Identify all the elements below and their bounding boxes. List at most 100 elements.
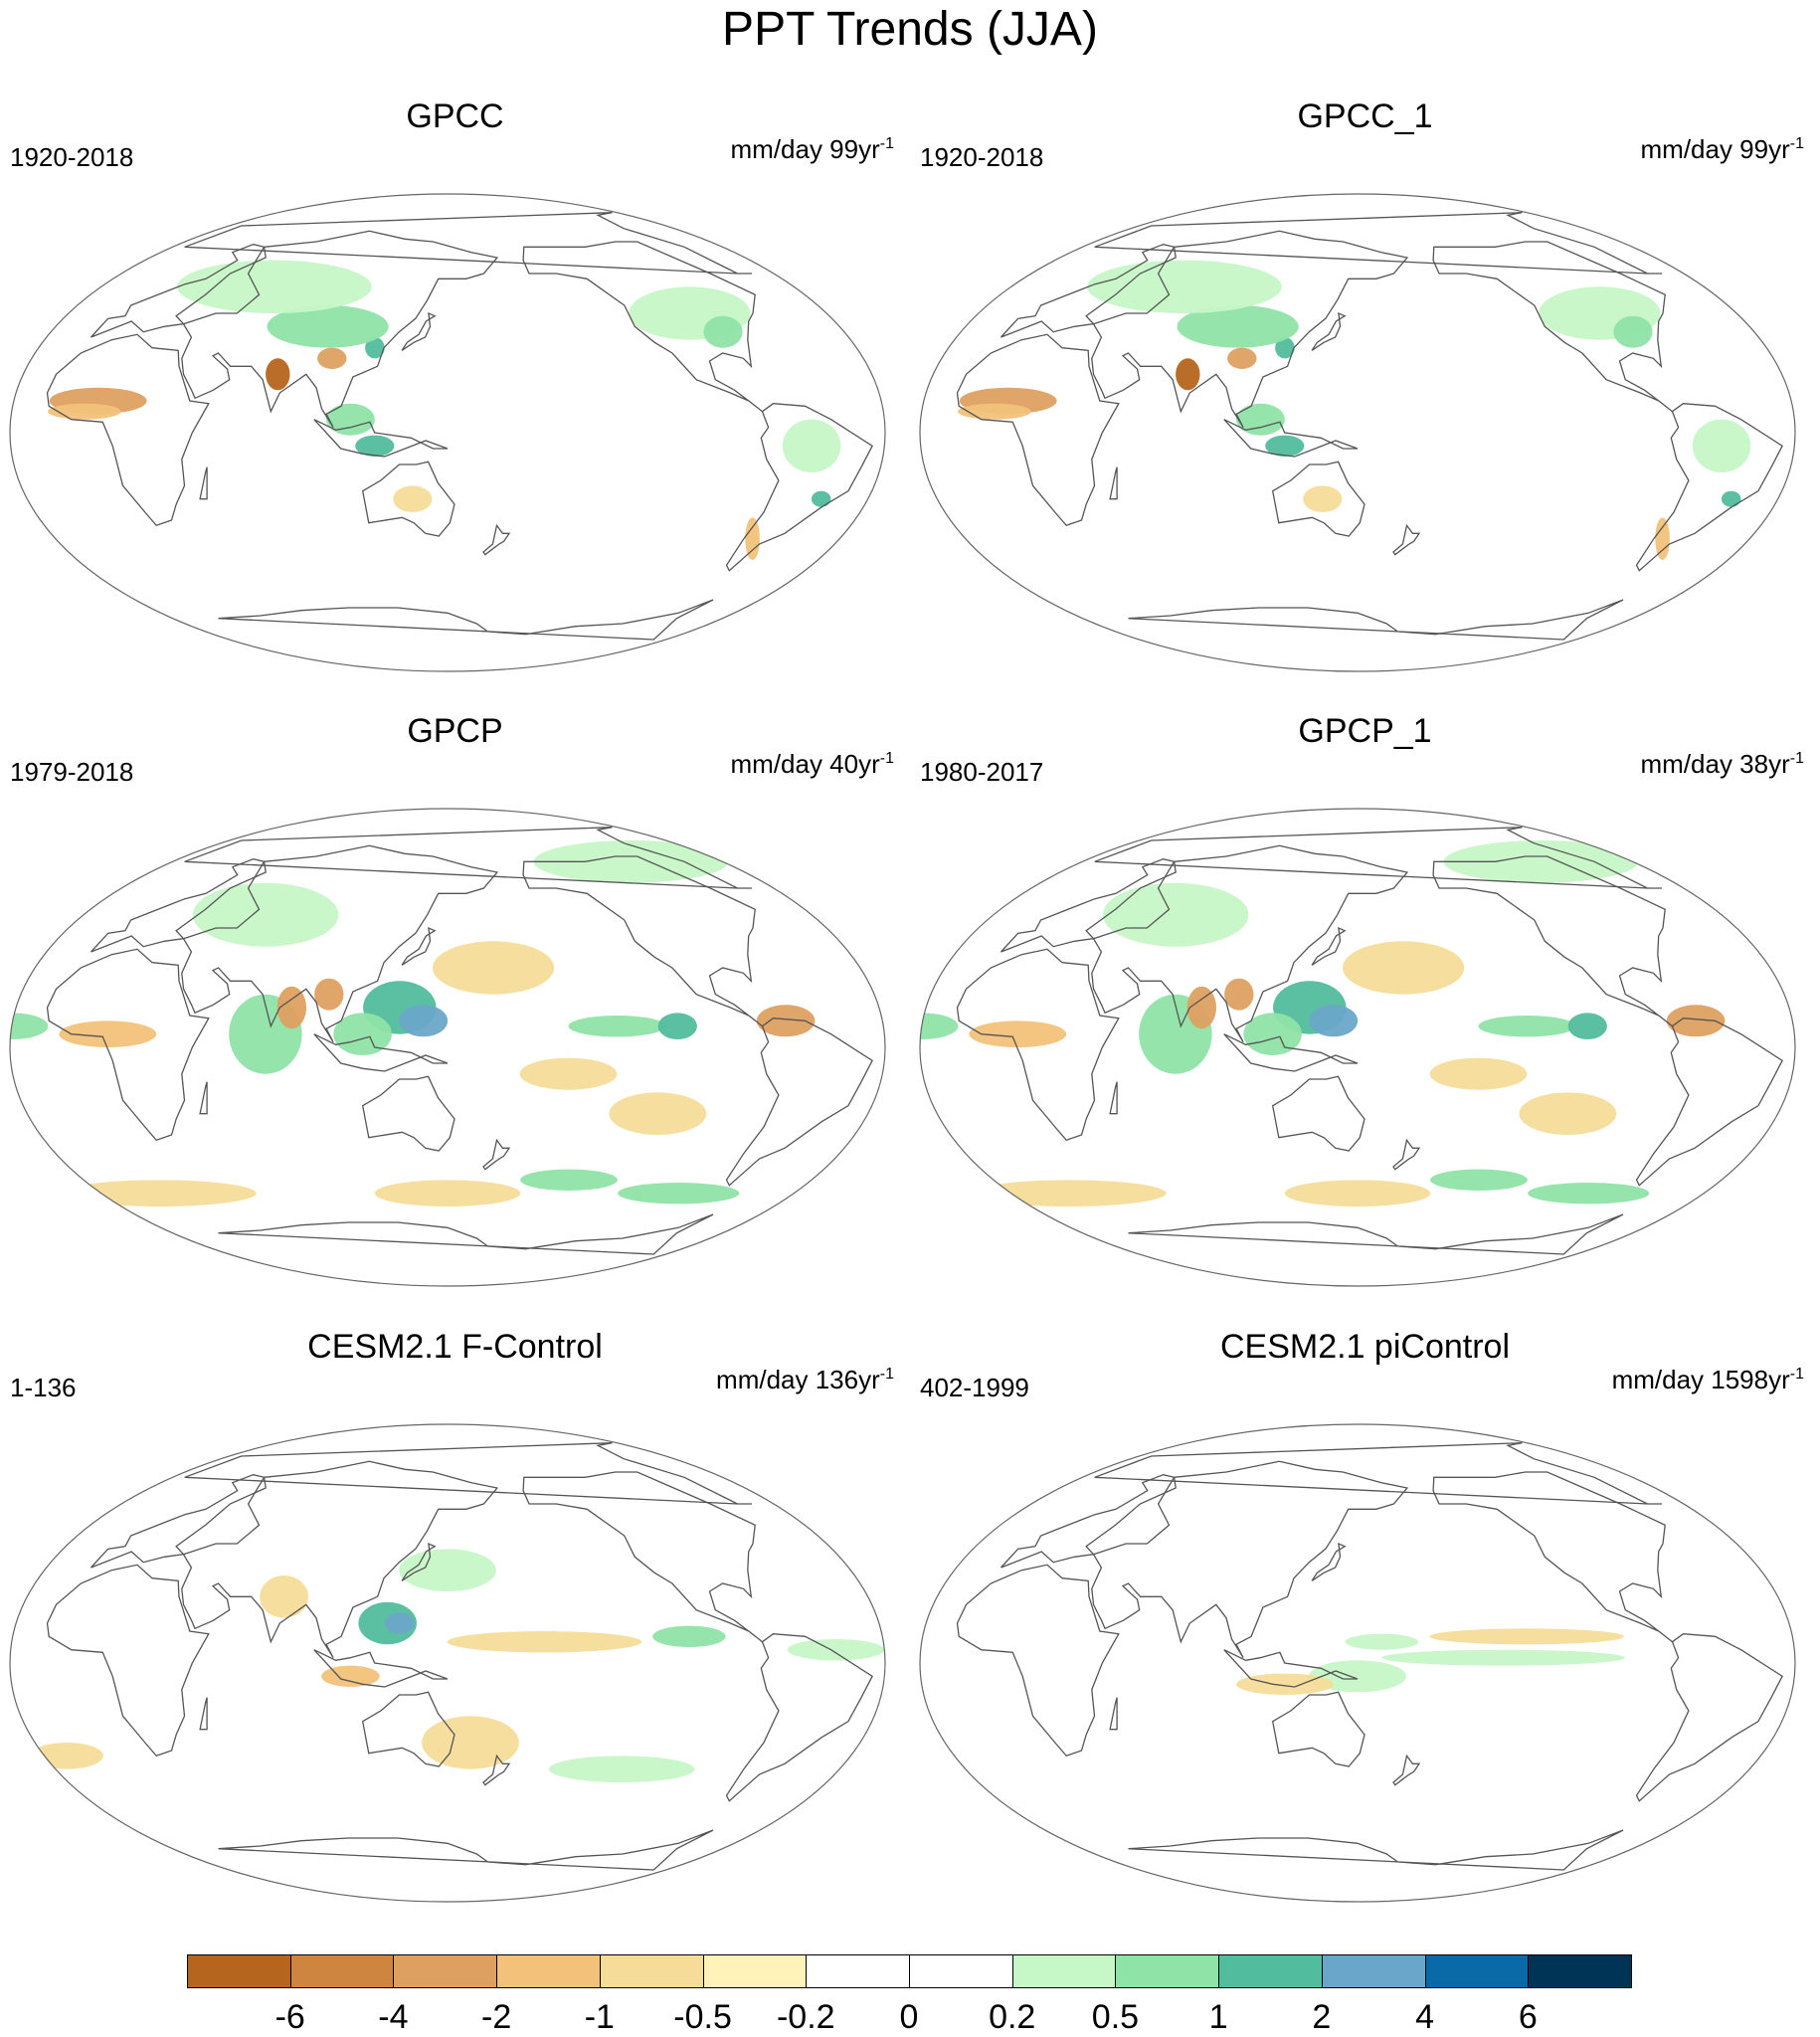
trend-blob [1224, 978, 1254, 1011]
trend-blob [787, 1639, 885, 1661]
panel-period: 1980-2017 [920, 757, 1044, 787]
trend-blob [745, 517, 760, 560]
coastline-samerica [725, 403, 873, 572]
coastline-antarctica [1128, 1829, 1624, 1871]
coastline-indonesia [313, 1033, 449, 1072]
colorbar-tick-label: 0.2 [989, 1998, 1036, 2036]
trend-blob [568, 1016, 666, 1037]
colorbar-tick-label: 6 [1518, 1998, 1538, 2036]
trend-blob [62, 1180, 257, 1206]
units-text: mm/day 1598yr [1611, 1365, 1790, 1394]
panel-title: GPCC_1 [1297, 97, 1433, 135]
map-panel-gpcp-1: GPCP_1 1980-2017 mm/day 38yr-1 [910, 709, 1820, 1326]
coastline-japan [401, 926, 437, 966]
trend-blob [192, 882, 339, 947]
coastline-africa [956, 948, 1120, 1142]
coastline-asia [181, 1460, 499, 1659]
trend-blob [1176, 358, 1200, 391]
coastline-africa [46, 333, 210, 527]
trend-blob [317, 347, 347, 369]
panel-units: mm/day 99yr-1 [731, 134, 895, 164]
colorbar-swatch [187, 1954, 291, 1988]
coastline-namerica [1432, 855, 1673, 1027]
coastline-japan [401, 1542, 437, 1581]
trend-blob [548, 1756, 695, 1782]
trend-blob [399, 1005, 449, 1037]
coastline-newzealand [1392, 1754, 1421, 1786]
coastline-madagascar [199, 466, 208, 500]
map-border [919, 808, 1796, 1287]
trend-blob [1303, 485, 1343, 512]
units-exponent: -1 [1789, 135, 1804, 152]
panel-period: 1920-2018 [920, 142, 1044, 172]
coastline-africa [46, 1564, 210, 1758]
coastline-japan [1311, 1542, 1347, 1581]
trend-blob [920, 1013, 959, 1040]
coastline-samerica [725, 1633, 873, 1802]
colorbar-swatch [1424, 1954, 1530, 1988]
coastline-antarctica [218, 1213, 714, 1255]
trend-blob [393, 485, 433, 512]
trend-blob [1429, 1628, 1624, 1645]
trend-blob [1430, 1169, 1528, 1191]
colorbar-swatch [1011, 1954, 1117, 1988]
trend-blob [782, 419, 841, 472]
coastline-australia [361, 1075, 455, 1152]
trend-blob [1309, 1005, 1359, 1037]
figure-title: PPT Trends (JJA) [722, 3, 1098, 56]
colorbar [187, 1954, 1632, 1990]
colorbar-swatch [393, 1954, 498, 1988]
colorbar-tick-label: 2 [1312, 1998, 1332, 2036]
trend-blob [1227, 347, 1257, 369]
coastline-samerica [1635, 1018, 1783, 1187]
coastline-madagascar [199, 1081, 208, 1115]
trend-blob [1087, 260, 1282, 313]
coastline-namerica [1432, 1471, 1673, 1643]
trend-blob [10, 1013, 49, 1040]
trend-blob [333, 1013, 392, 1055]
map-canvas [9, 193, 886, 672]
units-exponent: -1 [879, 750, 894, 767]
panel-title: GPCP [407, 712, 503, 750]
trend-blob [519, 1057, 618, 1090]
colorbar-tick-label: -4 [378, 1998, 409, 2036]
coastline-antarctica [1128, 1213, 1624, 1255]
units-text: mm/day 38yr [1640, 749, 1790, 779]
coastline-japan [1311, 311, 1347, 351]
trend-blob [365, 337, 385, 359]
coastline-europe [91, 244, 267, 338]
colorbar-tick-label: -0.2 [776, 1998, 835, 2036]
trend-blob [703, 315, 743, 348]
coastline-indonesia [1223, 419, 1359, 458]
colorbar-tick-label: 1 [1208, 1998, 1228, 2036]
coastline-antarctica [218, 599, 714, 641]
colorbar-swatch [1115, 1954, 1220, 1988]
coastline-newzealand [482, 523, 511, 556]
coastline-samerica [1635, 1633, 1783, 1802]
trend-blob [1243, 1013, 1302, 1055]
coastline-newzealand [1392, 1138, 1421, 1171]
colorbar-tick-label: -2 [481, 1998, 512, 2036]
trend-blob [266, 358, 290, 391]
panel-title: GPCC [406, 97, 504, 135]
coastline-namerica [522, 241, 763, 413]
map-panel-cesm-f-control: CESM2.1 F-Control 1-136 mm/day 136yr-1 [0, 1325, 910, 1942]
trend-blob [1519, 1092, 1617, 1135]
trend-blob [1613, 315, 1653, 348]
trend-blob [59, 1020, 157, 1047]
panel-title: GPCP_1 [1298, 712, 1432, 750]
trend-blob [1265, 435, 1305, 457]
map-border [9, 193, 886, 672]
trend-blob [1528, 1183, 1650, 1204]
trend-blob [969, 1020, 1067, 1047]
trend-blob [314, 978, 344, 1011]
coastline-greenland [184, 1442, 753, 1505]
panel-title: CESM2.1 piControl [1219, 1328, 1510, 1366]
coastline-antarctica [1128, 599, 1624, 641]
trend-blob [30, 1743, 103, 1769]
map-border [919, 193, 1796, 672]
trend-blob [1692, 419, 1751, 472]
coastline-madagascar [1109, 1081, 1118, 1115]
trend-blob [652, 1625, 726, 1647]
colorbar-tick-label: 0.5 [1091, 1998, 1140, 2036]
